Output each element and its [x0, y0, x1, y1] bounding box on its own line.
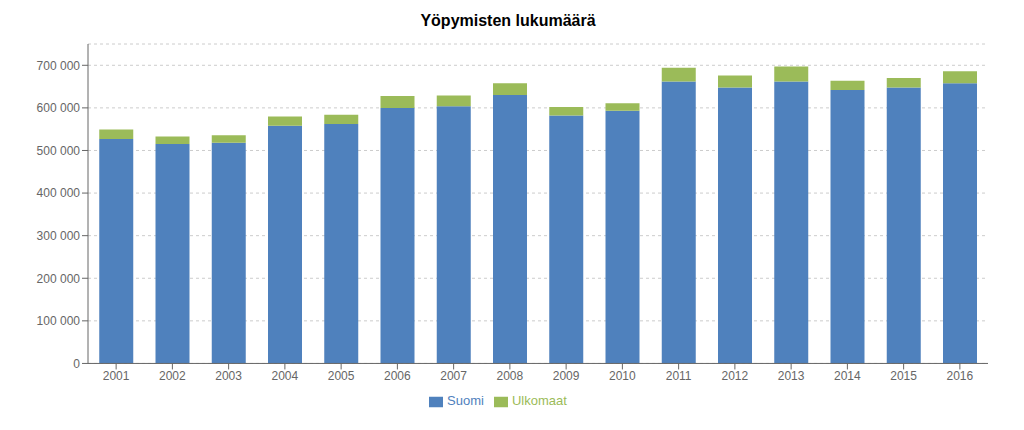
svg-text:2013: 2013	[778, 369, 805, 383]
svg-text:2004: 2004	[272, 369, 299, 383]
svg-text:2009: 2009	[553, 369, 580, 383]
svg-text:2015: 2015	[890, 369, 917, 383]
svg-text:2006: 2006	[384, 369, 411, 383]
svg-text:2002: 2002	[159, 369, 186, 383]
svg-text:2005: 2005	[328, 369, 355, 383]
svg-text:300 000: 300 000	[37, 229, 81, 243]
svg-text:2007: 2007	[440, 369, 467, 383]
svg-text:2001: 2001	[103, 369, 130, 383]
svg-text:2014: 2014	[834, 369, 861, 383]
svg-text:200 000: 200 000	[37, 272, 81, 286]
svg-text:400 000: 400 000	[37, 186, 81, 200]
html-text:Yöpymisten lukumäärä: Yöpymisten lukumäärä	[420, 12, 596, 29]
html-text:Suomi: Suomi	[447, 393, 484, 409]
svg-text:2008: 2008	[497, 369, 524, 383]
svg-text:2011: 2011	[666, 369, 692, 383]
svg-text:700 000: 700 000	[37, 59, 81, 73]
svg-text:0: 0	[73, 357, 80, 371]
html-text:Ulkomaat: Ulkomaat	[512, 393, 567, 409]
svg-text:2016: 2016	[947, 369, 974, 383]
svg-text:500 000: 500 000	[37, 144, 81, 158]
svg-text:2003: 2003	[215, 369, 242, 383]
svg-text:2010: 2010	[609, 369, 636, 383]
svg-text:100 000: 100 000	[37, 314, 81, 328]
svg-text:2012: 2012	[722, 369, 749, 383]
svg-text:600 000: 600 000	[37, 101, 81, 115]
